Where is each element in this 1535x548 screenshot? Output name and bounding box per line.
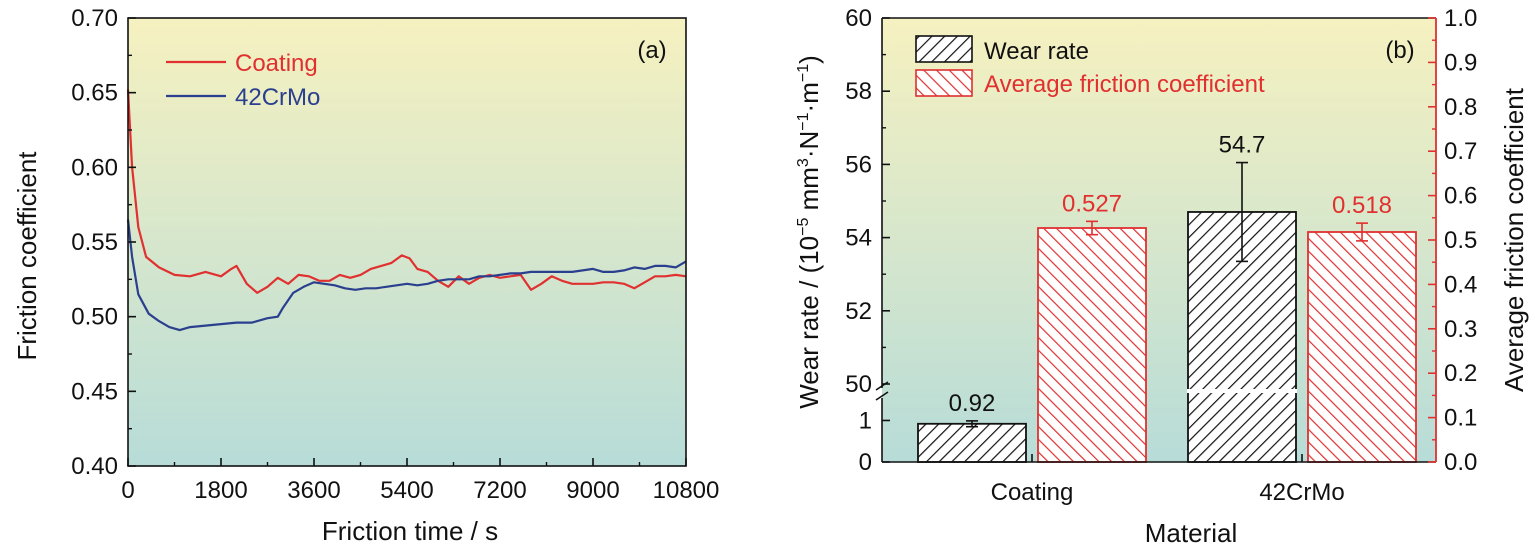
right-tick-label: 0.5 [1444,227,1477,254]
x-tick-label: 10800 [653,477,720,504]
x-tick-label: 5400 [380,477,433,504]
panel-a-y-axis-label: Friction coefficient [12,151,42,361]
panel-a: 0 1800 3600 5400 7200 9000 10800 0.40 0.45 0.50 0.… [12,5,719,546]
panel-a-legend: Coating 42CrMo [166,50,320,111]
panel-a-label: (a) [637,37,666,64]
bar-friction-coating [1037,227,1147,463]
y-tick-label: 0.60 [71,154,118,181]
legend-label-42crmo: 42CrMo [235,84,320,111]
x-tick-label: 9000 [566,477,619,504]
axis-break-mark [875,391,889,401]
legend-label-coating: Coating [235,50,318,77]
y-tick-label: 0.65 [71,80,118,107]
left-tick-label: 0 [859,449,872,476]
left-tick-label: 56 [845,151,872,178]
legend-label-friction: Average friction coefficient [984,71,1265,98]
right-tick-label: 0.0 [1444,449,1477,476]
left-tick-label: 50 [845,371,872,398]
x-tick-label: 3600 [287,477,340,504]
right-tick-label: 1.0 [1444,5,1477,32]
data-label-wear-rate-42crmo: 54.7 [1219,132,1266,159]
panel-b-ticks: 50 52 54 56 58 60 0 1 0.0 0.1 0.2 0.3 0.4 0.5 0.6 0.7 0.… [845,5,1477,476]
right-tick-label: 0.3 [1444,316,1477,343]
x-tick-label: 7200 [473,477,526,504]
right-tick-label: 0.1 [1444,405,1477,432]
y-tick-label: 0.40 [71,453,118,480]
right-tick-label: 0.2 [1444,360,1477,387]
series-line-42crmo [126,219,687,332]
legend-label-wear-rate: Wear rate [984,38,1089,65]
x-tick-label: 0 [121,477,134,504]
data-label-friction-coating: 0.527 [1062,190,1122,217]
left-tick-label: 60 [845,5,872,32]
right-tick-label: 0.6 [1444,183,1477,210]
right-tick-label: 0.4 [1444,271,1477,298]
left-tick-label: 54 [845,225,872,252]
bar-wear-rate-coating [917,422,1027,463]
data-label-wear-rate-coating: 0.92 [949,390,996,417]
series-line-coating [126,89,687,294]
panel-b-frame [875,17,1437,463]
panel-a-ticks: 0 1800 3600 5400 7200 9000 10800 0.40 0.45 0.50 0.… [71,5,719,504]
panel-b-right-axis-label: Average friction coefficient [1499,87,1529,392]
data-label-friction-42crmo: 0.518 [1332,192,1392,219]
y-tick-label: 0.50 [71,304,118,331]
panel-b-legend: Wear rate Average friction coefficient [915,35,1265,98]
y-tick-label: 0.70 [71,5,118,32]
panel-b-x-axis-label: Material [1145,518,1237,548]
panel-b-label: (b) [1385,37,1414,64]
panel-a-series-group [126,89,687,332]
y-tick-label: 0.55 [71,229,118,256]
right-tick-label: 0.7 [1444,138,1477,165]
bar-break-gap [1187,389,1297,393]
legend-swatch-friction [915,69,973,97]
right-tick-label: 0.8 [1444,94,1477,121]
panel-b-left-axis-label: Wear rate / (10−5 mm3·N−1·m−1) [794,55,824,409]
legend-swatch-wear-rate [915,35,973,63]
panel-b: 0.92 0.527 Coating 54.7 0.518 42CrMo 50 52 54 56… [794,5,1529,548]
left-tick-label: 58 [845,78,872,105]
left-tick-label: 52 [845,298,872,325]
left-tick-label: 1 [859,407,872,434]
x-category-label: 42CrMo [1259,479,1344,506]
bar-friction-42crmo [1307,231,1417,463]
y-tick-label: 0.45 [71,378,118,405]
right-tick-label: 0.9 [1444,49,1477,76]
x-tick-label: 1800 [194,477,247,504]
panel-a-x-axis-label: Friction time / s [322,516,498,546]
x-category-label: Coating [991,479,1074,506]
panel-a-plot-background [128,18,686,466]
